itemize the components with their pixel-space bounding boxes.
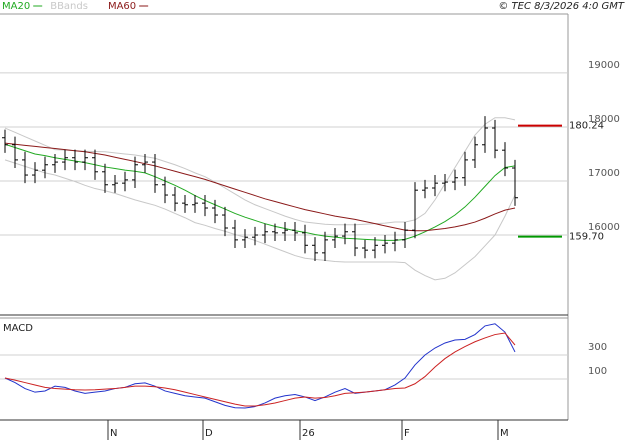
y-tick-label: 16000: [588, 222, 620, 233]
x-tick-label: 26: [302, 428, 315, 439]
x-tick-label: M: [500, 428, 509, 439]
x-tick-label: N: [110, 428, 117, 439]
legend-label: MA60: [108, 1, 136, 12]
y-tick-label: 100: [588, 366, 607, 377]
legend-label: BBands: [50, 1, 88, 12]
ma-line: [4, 143, 516, 241]
y-tick-label: 17000: [588, 168, 620, 179]
x-tick-label: F: [404, 428, 410, 439]
source: © TEC 8/3/2026 4:0 GMT: [498, 1, 625, 12]
y-tick-label: 300: [588, 342, 607, 353]
x-tick-label: D: [205, 428, 213, 439]
ma-line: [4, 142, 516, 232]
legend-label: MA20: [2, 1, 30, 12]
y-tick-label: 18000: [588, 114, 620, 125]
macd-line: [4, 323, 516, 409]
y-tick-label: 19000: [588, 60, 620, 71]
level-label: 180.24: [569, 121, 604, 132]
band-lower: [4, 159, 516, 281]
macd-line: [4, 332, 516, 407]
band-upper: [4, 117, 516, 226]
level-label: 159.70: [569, 232, 604, 243]
panel-title: MACD: [3, 323, 33, 334]
